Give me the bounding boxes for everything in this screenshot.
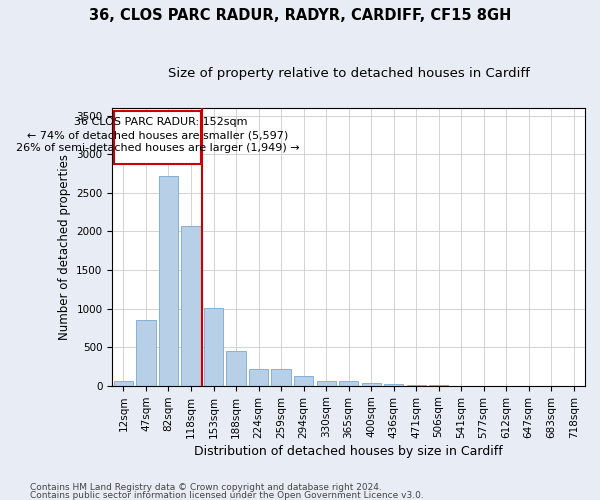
Bar [294, 376, 313, 386]
Bar [136, 320, 155, 386]
FancyBboxPatch shape [114, 111, 201, 164]
Bar [114, 381, 133, 386]
Bar [249, 368, 268, 386]
Bar [384, 384, 403, 386]
Y-axis label: Number of detached properties: Number of detached properties [58, 154, 71, 340]
Bar [271, 368, 290, 386]
Text: Contains public sector information licensed under the Open Government Licence v3: Contains public sector information licen… [30, 490, 424, 500]
Bar [181, 226, 200, 386]
Bar [362, 384, 380, 386]
Bar [407, 385, 426, 386]
Text: 36 CLOS PARC RADUR: 152sqm: 36 CLOS PARC RADUR: 152sqm [67, 118, 248, 128]
Bar [159, 176, 178, 386]
X-axis label: Distribution of detached houses by size in Cardiff: Distribution of detached houses by size … [194, 444, 503, 458]
Title: Size of property relative to detached houses in Cardiff: Size of property relative to detached ho… [167, 68, 530, 80]
Bar [204, 308, 223, 386]
Text: Contains HM Land Registry data © Crown copyright and database right 2024.: Contains HM Land Registry data © Crown c… [30, 484, 382, 492]
Bar [317, 381, 335, 386]
Bar [226, 351, 245, 386]
Text: ← 74% of detached houses are smaller (5,597): ← 74% of detached houses are smaller (5,… [27, 130, 288, 140]
Text: 36, CLOS PARC RADUR, RADYR, CARDIFF, CF15 8GH: 36, CLOS PARC RADUR, RADYR, CARDIFF, CF1… [89, 8, 511, 22]
Text: 26% of semi-detached houses are larger (1,949) →: 26% of semi-detached houses are larger (… [16, 143, 299, 153]
Bar [339, 382, 358, 386]
